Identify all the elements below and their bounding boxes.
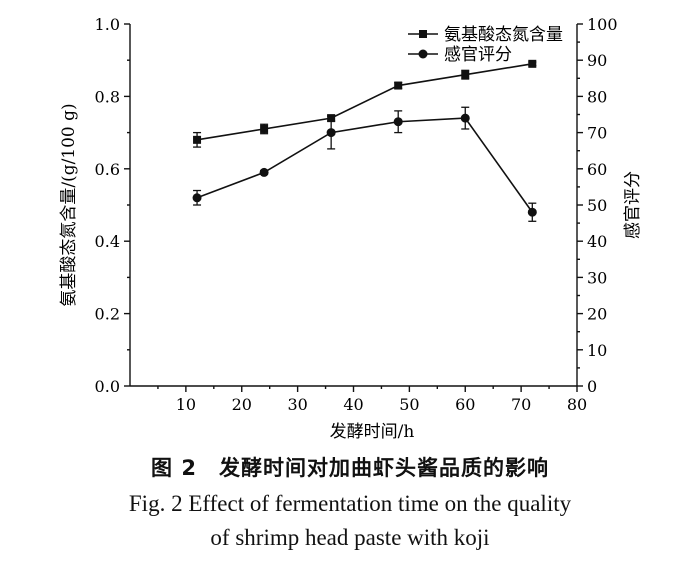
left-y-tick-label: 0.2 bbox=[95, 305, 120, 324]
data-point-square bbox=[528, 59, 537, 68]
series-line-0 bbox=[196, 63, 533, 141]
legend-label-1: 感官评分 bbox=[444, 45, 512, 65]
right-y-tick-label: 90 bbox=[587, 51, 607, 70]
x-tick-label: 50 bbox=[399, 395, 419, 414]
data-point-circle bbox=[326, 128, 336, 138]
right-y-tick-label: 40 bbox=[587, 232, 607, 251]
right-y-tick-label: 30 bbox=[587, 268, 607, 287]
data-point-circle bbox=[460, 113, 470, 123]
right-y-tick-label: 50 bbox=[587, 196, 607, 215]
x-tick-label: 40 bbox=[343, 395, 363, 414]
figure-caption-english-line1: Fig. 2 Effect of fermentation time on th… bbox=[128, 491, 572, 516]
x-tick-label: 60 bbox=[455, 395, 475, 414]
right-y-tick-label: 60 bbox=[587, 160, 607, 179]
data-point-circle bbox=[192, 193, 202, 203]
left-y-tick-label: 0.6 bbox=[95, 160, 120, 179]
data-point-square bbox=[394, 81, 403, 90]
data-point-square bbox=[260, 124, 269, 133]
left-y-tick-label: 0.8 bbox=[95, 87, 120, 106]
right-y-tick-label: 20 bbox=[587, 305, 607, 324]
data-point-square bbox=[193, 135, 202, 144]
data-point-square bbox=[461, 70, 470, 79]
right-y-tick-label: 70 bbox=[587, 124, 607, 143]
left-y-tick-label: 1.0 bbox=[95, 15, 120, 34]
chart-series bbox=[192, 59, 537, 222]
x-tick-label: 30 bbox=[287, 395, 307, 414]
left-y-axis-label: 氨基酸态氮含量/(g/100 g) bbox=[59, 103, 79, 306]
dual-axis-line-chart: 10 20 30 40 50 60 70 80 0.0 0.2 0.4 0.6 0.8 1.0 0 10 20 3… bbox=[59, 15, 643, 440]
left-y-tick-label: 0.0 bbox=[95, 377, 120, 396]
legend-marker-square bbox=[419, 30, 427, 38]
right-y-tick-label: 0 bbox=[587, 377, 597, 396]
legend-marker-circle bbox=[418, 49, 428, 59]
x-tick-label: 70 bbox=[511, 395, 531, 414]
x-tick-label: 10 bbox=[176, 395, 196, 414]
right-y-axis-label: 感官评分 bbox=[623, 171, 643, 239]
x-tick-label: 20 bbox=[232, 395, 252, 414]
x-axis-label: 发酵时间/h bbox=[330, 422, 415, 440]
left-y-tick-label: 0.4 bbox=[95, 232, 120, 251]
data-point-circle bbox=[259, 167, 269, 177]
data-point-circle bbox=[393, 117, 403, 127]
figure-caption-chinese: 图 2 发酵时间对加曲虾头酱品质的影响 bbox=[151, 456, 549, 480]
x-tick-label: 80 bbox=[567, 395, 587, 414]
figure-caption-english-line2: of shrimp head paste with koji bbox=[210, 525, 490, 550]
right-y-tick-label: 10 bbox=[587, 341, 607, 360]
right-y-tick-label: 100 bbox=[587, 15, 618, 34]
legend-label-0: 氨基酸态氮含量 bbox=[444, 25, 563, 45]
right-y-tick-label: 80 bbox=[587, 87, 607, 106]
series-line-1 bbox=[196, 117, 533, 213]
data-point-circle bbox=[527, 207, 537, 217]
chart-ticks: 10 20 30 40 50 60 70 80 0.0 0.2 0.4 0.6 0.8 1.0 0 10 20 3… bbox=[95, 15, 618, 414]
